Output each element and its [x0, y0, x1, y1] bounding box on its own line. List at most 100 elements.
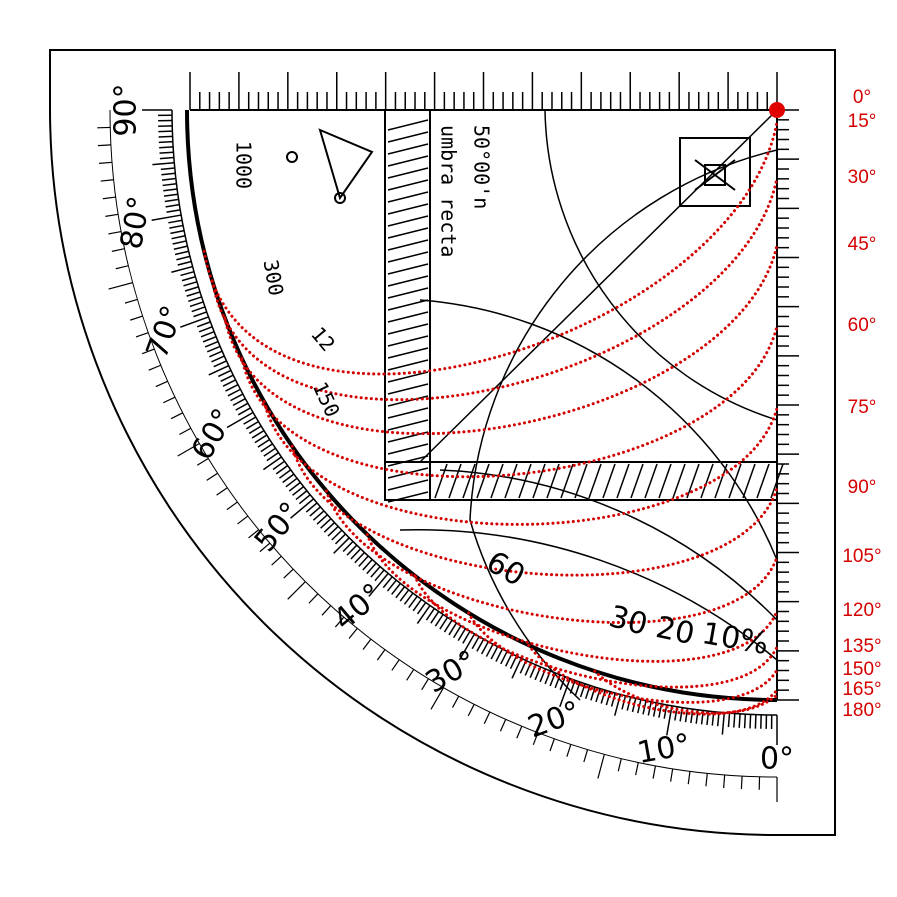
zodiac-tick: [617, 758, 622, 772]
arc-tick: [559, 678, 571, 707]
symbol-box: [679, 137, 751, 207]
hour-curve: [413, 574, 779, 689]
arc-tick: [600, 689, 606, 704]
hour-label: 45°: [848, 234, 877, 255]
zodiac-tick: [566, 744, 572, 757]
arc-tick: [263, 447, 276, 457]
hatch-line: [644, 463, 658, 499]
zodiac-tick: [97, 144, 111, 147]
degree-label: 70°: [140, 301, 191, 363]
zodiac-arc: [109, 109, 778, 778]
scale-arc: [185, 109, 778, 702]
arc-tick: [408, 595, 418, 609]
zodiac-tick: [162, 396, 176, 404]
arc-tick: [305, 502, 318, 513]
scale-label: 12: [306, 322, 340, 356]
arc-tick: [163, 193, 178, 197]
hatch-line: [387, 371, 429, 383]
arc-tick: [191, 306, 206, 313]
arc-tick: [316, 514, 328, 525]
arc-tick: [151, 214, 182, 222]
hour-label: 90°: [848, 477, 877, 498]
arc-tick: [399, 589, 410, 602]
arc-tick: [208, 365, 230, 376]
hour-label: 30°: [848, 167, 877, 188]
arc-tick: [323, 522, 336, 533]
hatch-line: [387, 191, 429, 203]
arc-tick: [285, 477, 298, 488]
arc-tick: [235, 402, 249, 411]
arc-tick: [416, 602, 427, 615]
hatch-line: [602, 463, 616, 499]
arc-tick: [350, 548, 362, 560]
arc-tick: [209, 350, 223, 358]
arc-tick: [204, 340, 219, 348]
arc-tick: [579, 683, 586, 698]
hatch-line: [387, 215, 429, 227]
arc-tick: [159, 151, 174, 154]
arc-tick: [226, 411, 254, 429]
arc-tick: [222, 379, 236, 387]
hatch-line: [387, 239, 429, 251]
arc-tick: [368, 572, 389, 597]
hour-curve: [593, 669, 779, 715]
frame: [49, 49, 836, 836]
arc-tick: [374, 569, 385, 582]
latitude: 50°00'n: [470, 125, 494, 209]
arc-tick: [180, 270, 195, 277]
arc-tick: [366, 562, 377, 575]
hour-curve: [240, 324, 779, 479]
hour-label: 60°: [848, 315, 877, 336]
arc-tick: [243, 416, 257, 425]
zodiac-tick: [652, 765, 657, 779]
zodiac-tick: [430, 687, 445, 710]
arc-tick: [569, 680, 576, 694]
hour-curve: [210, 176, 779, 402]
hatch-line: [387, 263, 429, 275]
arc-tick: [342, 540, 354, 553]
zodiac-tick: [179, 427, 192, 435]
arc-tick: [164, 198, 179, 203]
arc-label: 60: [480, 544, 531, 593]
hatch-line: [387, 155, 429, 167]
hatch-line: [387, 455, 429, 467]
arc-tick: [298, 494, 311, 505]
arc-tick: [170, 229, 185, 235]
horizon-arc: [399, 528, 778, 661]
arc-tick: [230, 393, 244, 402]
degree-label: 60°: [185, 403, 242, 467]
arc-tick: [443, 619, 453, 633]
degree-label: 50°: [248, 496, 309, 559]
umbra-label: umbra recta: [437, 125, 461, 257]
hour-label: 135°: [842, 636, 881, 657]
hour-curve: [365, 532, 779, 663]
hatch-line: [387, 227, 429, 239]
arc-tick: [184, 286, 199, 292]
arc-tick: [260, 443, 273, 453]
arc-tick: [386, 579, 397, 592]
zodiac-tick: [102, 196, 116, 200]
arc-tick: [595, 688, 601, 703]
zodiac-tick: [740, 776, 743, 790]
hatch-line: [387, 395, 429, 407]
arc-tick: [174, 250, 189, 256]
zodiac-tick: [148, 364, 162, 371]
hatch-line: [387, 419, 429, 431]
arc-tick: [333, 537, 350, 554]
arc-tick: [262, 456, 282, 471]
zodiac-tick: [723, 774, 726, 788]
hatch-line: [434, 463, 448, 499]
hour-curve: [324, 489, 779, 625]
degree-label: 0°: [760, 742, 794, 777]
arc-tick: [177, 260, 192, 266]
hatch-line: [588, 463, 602, 499]
arc-tick: [358, 555, 369, 567]
hour-curve: [467, 611, 779, 704]
arc-tick: [257, 438, 271, 448]
hatch-line: [616, 463, 630, 499]
zodiac-tick: [108, 230, 122, 235]
hatch-line: [546, 463, 560, 499]
zodiac-tick: [532, 732, 539, 746]
arc-tick: [721, 712, 726, 735]
